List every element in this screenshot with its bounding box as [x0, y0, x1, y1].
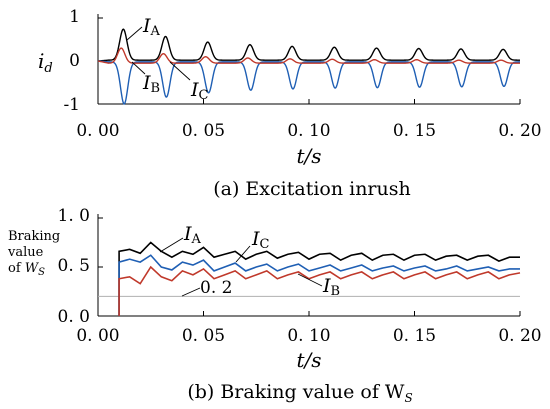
- panel-a-xtick-2: 0. 10: [287, 121, 330, 141]
- panel-b-leader-ic: [235, 245, 251, 263]
- panel-b-xtick-4: 0. 20: [498, 326, 541, 346]
- panel-b: 1. 0 0. 5 0. 0 0. 00 0. 05 0. 10 0. 15 0…: [7, 206, 542, 405]
- panel-b-threshold-label: 0. 2: [200, 278, 232, 298]
- panel-a-ytick-1: 1: [69, 7, 80, 27]
- panel-a-xlabel: t/s: [296, 144, 321, 168]
- panel-a-xtick-0: 0. 00: [76, 121, 119, 141]
- panel-a-label-ia: IA: [142, 15, 161, 39]
- panel-b-ylabel-line2: value: [7, 245, 44, 260]
- panel-a-series-c: [97, 47, 520, 64]
- panel-b-leader-ib: [297, 273, 323, 287]
- panel-b-xtick-3: 0. 15: [393, 326, 436, 346]
- panel-b-series-c: [118, 254, 520, 316]
- panel-b-ytick-05: 0. 5: [58, 256, 90, 276]
- panel-a-xtick-1: 0. 05: [182, 121, 225, 141]
- panel-b-xlabel: t/s: [296, 348, 321, 372]
- panel-b-leader-ia: [159, 237, 184, 253]
- panel-a-xtick-3: 0. 15: [393, 121, 436, 141]
- panel-b-ytick-1: 1. 0: [58, 206, 90, 226]
- panel-a-label-ic: IC: [190, 79, 209, 103]
- panel-b-ylabel-line1: Braking: [8, 229, 60, 244]
- panel-a-leader-ia: [126, 26, 143, 41]
- panel-a-caption: (a) Excitation inrush: [213, 178, 411, 200]
- panel-a-series: [97, 28, 520, 105]
- panel-b-xtick-2: 0. 10: [287, 326, 330, 346]
- panel-a-ytick-neg1: -1: [63, 95, 80, 115]
- panel-b-label-ib: IB: [322, 275, 340, 299]
- panel-b-label-ic: IC: [251, 228, 270, 252]
- panel-a-series-b: [97, 60, 520, 105]
- panel-b-label-ia: IA: [183, 223, 202, 247]
- panel-b-xtick-0: 0. 00: [76, 326, 119, 346]
- panel-a-ylabel: id: [38, 49, 53, 76]
- panel-b-leader-threshold: [181, 287, 201, 297]
- panel-b-series: [118, 241, 521, 316]
- panel-b-xtick-1: 0. 05: [182, 326, 225, 346]
- panel-a-leader-ib: [131, 61, 146, 75]
- panel-b-ytick-0: 0. 0: [58, 307, 90, 327]
- panel-b-ylabel-line3: of WS: [8, 261, 45, 278]
- panel-b-ticks: [97, 217, 521, 317]
- panel-a-ytick-0: 0: [69, 51, 80, 71]
- panel-a-leader-ic: [169, 61, 191, 81]
- panel-b-caption: (b) Braking value of WS: [187, 381, 412, 405]
- panel-a-series-a: [97, 28, 520, 62]
- panel-b-series-a: [118, 241, 520, 316]
- panel-b-series-b: [118, 265, 521, 316]
- panel-a-xtick-4: 0. 20: [498, 121, 541, 141]
- panel-a-label-ib: IB: [142, 72, 160, 96]
- panel-a: 1 0 -1 0. 00 0. 05 0. 10 0. 15 0. 20 id …: [38, 7, 542, 200]
